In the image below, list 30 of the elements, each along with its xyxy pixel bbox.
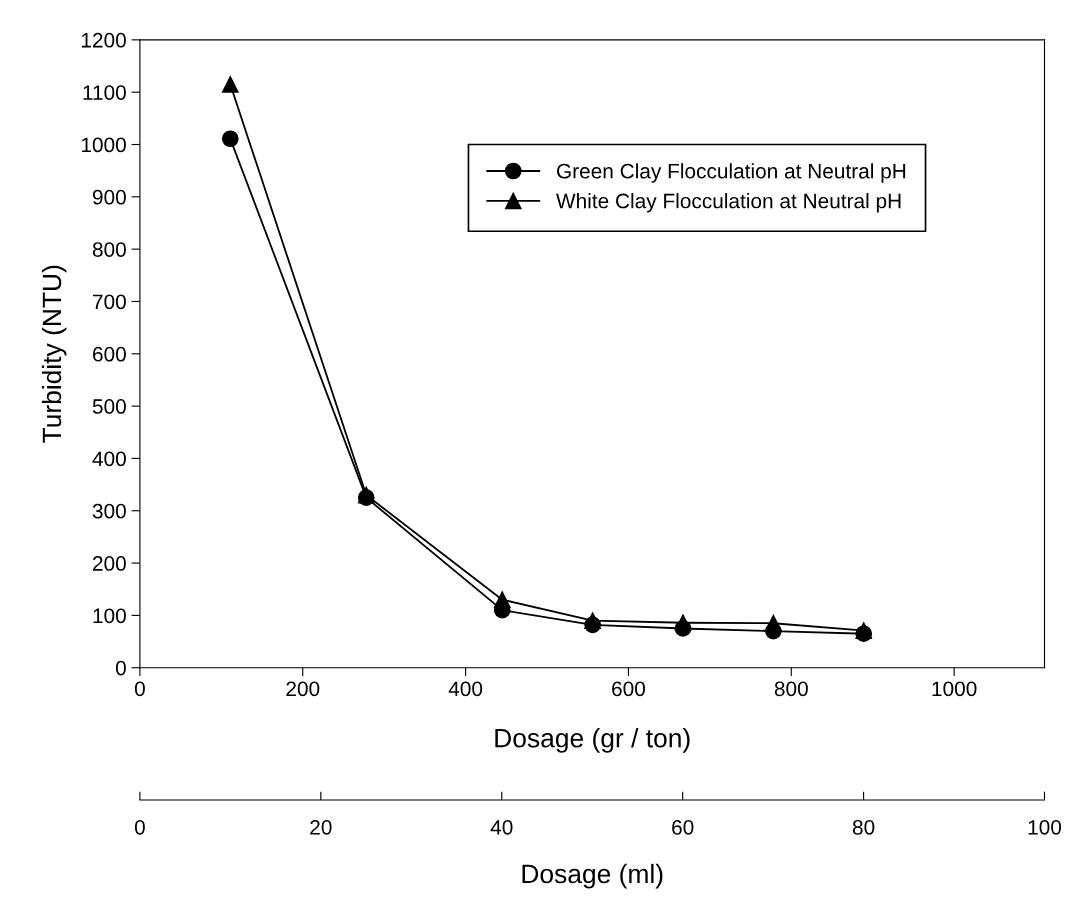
y-tick-label: 400 [92, 451, 126, 467]
y-tick-label: 800 [92, 242, 126, 257]
y-tick-label: 100 [93, 608, 126, 624]
x2-tick-label: 40 [490, 819, 513, 835]
y-tick-label: 1200 [81, 32, 126, 48]
x2-tick-label: 100 [1028, 819, 1062, 835]
legend-label: Green Clay Flocculation at Neutral pH [557, 163, 906, 183]
x-tick-label: 200 [286, 681, 320, 697]
x-tick-label: 1000 [932, 681, 977, 697]
x-tick-label: 800 [774, 681, 808, 697]
y-tick-label: 1000 [81, 137, 126, 153]
x2-tick-label: 60 [672, 819, 694, 835]
y-tick-label: 0 [115, 660, 126, 676]
y-tick-label: 900 [92, 189, 126, 205]
y-tick-label: 700 [93, 294, 126, 310]
x-axis-title: Dosage (gr / ton) [495, 728, 690, 753]
x2-tick-label: 80 [852, 819, 875, 835]
y-tick-label: 1100 [83, 85, 126, 100]
x2-tick-label: 20 [310, 819, 332, 835]
x2-tick-label: 0 [134, 819, 145, 835]
x-tick-label: 0 [134, 681, 145, 697]
x-tick-label: 400 [448, 681, 483, 697]
y-tick-label: 300 [92, 503, 126, 519]
y-tick-label: 500 [92, 399, 126, 414]
y-axis-title: Turbidity (NTU) [41, 265, 67, 443]
y-tick-label: 600 [93, 346, 126, 362]
legend-label: White Clay Flocculation at Neutral pH [556, 193, 901, 213]
x-tick-label: 600 [612, 681, 646, 697]
y-tick-label: 200 [93, 556, 126, 571]
x2-axis-title: Dosage (ml) [522, 863, 663, 889]
